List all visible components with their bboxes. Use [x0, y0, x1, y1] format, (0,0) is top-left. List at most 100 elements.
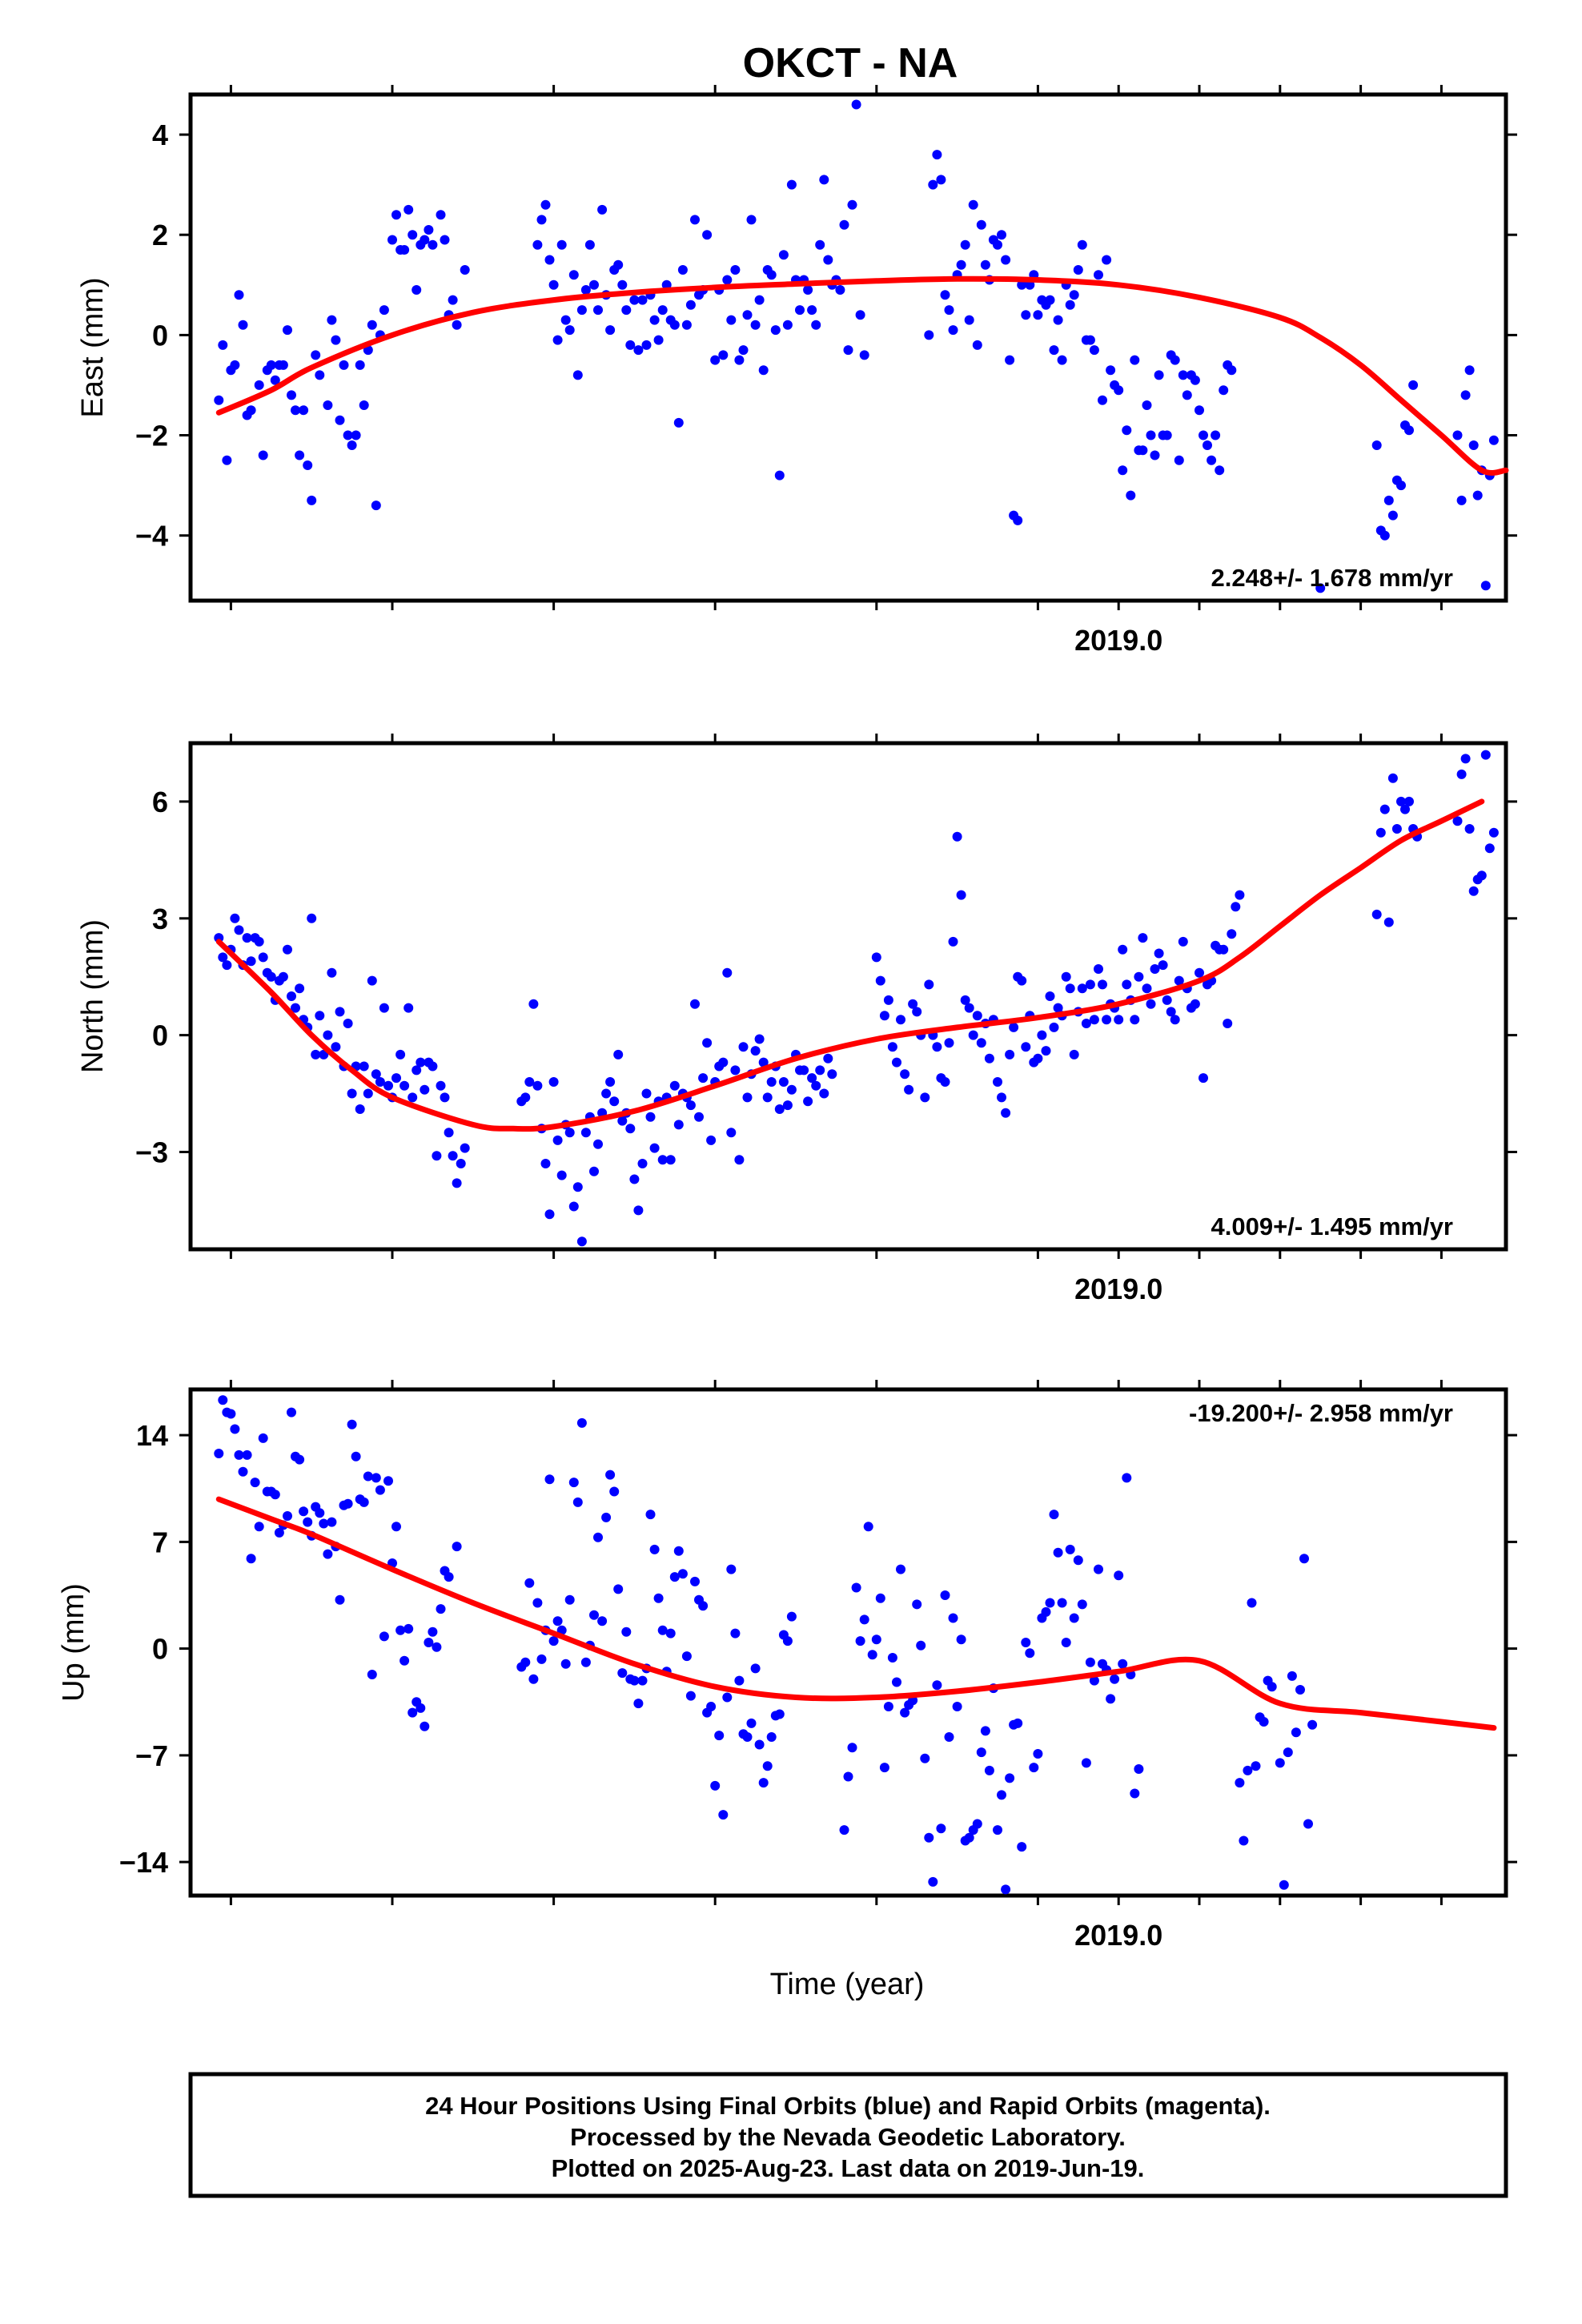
data-point-north-105 [690, 999, 700, 1009]
data-point-north-41 [379, 1003, 389, 1013]
data-point-north-40 [375, 1077, 385, 1087]
data-point-north-234 [1383, 917, 1394, 927]
data-point-north-142 [879, 1011, 889, 1021]
data-point-up-189 [1089, 1675, 1099, 1686]
data-point-north-72 [556, 1170, 567, 1180]
data-point-north-237 [1396, 796, 1406, 806]
data-point-up-108 [714, 1731, 725, 1741]
data-point-east-4 [230, 360, 240, 370]
footer-frame [188, 2072, 1508, 2198]
data-point-east-83 [637, 295, 648, 305]
data-point-east-173 [1065, 300, 1075, 310]
data-point-east-170 [1053, 315, 1063, 325]
ticks-north [179, 734, 1517, 1259]
data-point-east-136 [855, 310, 865, 320]
data-point-up-38 [367, 1670, 377, 1679]
data-point-north-233 [1379, 804, 1390, 814]
data-point-east-69 [580, 285, 591, 295]
data-point-north-163 [964, 1003, 974, 1013]
data-point-east-65 [564, 325, 575, 336]
data-point-north-81 [593, 1139, 603, 1149]
data-point-east-95 [685, 300, 696, 310]
data-point-up-53 [428, 1626, 438, 1637]
data-point-north-165 [972, 1011, 982, 1021]
data-point-east-223 [1404, 425, 1414, 436]
data-point-east-91 [669, 320, 680, 330]
data-point-east-146 [956, 259, 966, 270]
data-point-east-178 [1085, 335, 1095, 345]
data-point-north-38 [367, 975, 377, 986]
y-tick-label-up-3: 7 [152, 1526, 168, 1558]
data-point-up-81 [605, 1470, 616, 1480]
y-tick-labels-north: −3 0 3 6 [135, 786, 168, 1169]
data-point-up-187 [1081, 1758, 1091, 1768]
data-point-north-108 [702, 1038, 713, 1048]
data-point-east-78 [617, 279, 628, 290]
data-point-up-130 [851, 1582, 861, 1593]
data-point-east-24 [315, 370, 325, 380]
data-point-north-54 [432, 1151, 442, 1161]
data-point-north-183 [1045, 991, 1055, 1001]
data-point-up-171 [1017, 1842, 1027, 1852]
data-point-east-94 [681, 320, 692, 330]
data-point-up-197 [1122, 1473, 1132, 1483]
data-point-east-126 [815, 239, 825, 250]
data-point-north-69 [544, 1209, 555, 1220]
trend-line-up [215, 1496, 1497, 1731]
data-point-north-205 [1134, 971, 1144, 982]
data-point-up-48 [408, 1707, 418, 1718]
data-point-up-14 [270, 1490, 280, 1500]
y-tick-label-north-2: 3 [152, 903, 168, 935]
data-point-up-102 [690, 1576, 700, 1586]
data-point-north-47 [404, 1003, 414, 1013]
data-point-up-138 [883, 1702, 893, 1711]
data-point-north-84 [605, 1077, 616, 1087]
data-point-north-210 [1154, 948, 1164, 959]
data-point-east-70 [584, 239, 595, 250]
data-point-up-45 [396, 1625, 406, 1635]
data-point-north-4 [230, 913, 240, 923]
data-point-up-174 [1029, 1763, 1039, 1773]
data-point-east-186 [1118, 465, 1128, 476]
data-point-north-28 [327, 967, 337, 978]
data-point-east-115 [770, 325, 781, 336]
data-point-north-228 [1227, 929, 1237, 939]
data-point-north-44 [391, 1073, 401, 1084]
data-point-north-53 [428, 1061, 438, 1072]
data-point-up-55 [436, 1604, 446, 1614]
data-point-north-162 [960, 995, 970, 1005]
data-point-north-116 [734, 1155, 745, 1165]
data-point-north-2 [222, 960, 232, 971]
data-point-north-204 [1130, 1015, 1140, 1025]
data-points-east [214, 99, 1499, 593]
data-point-up-179 [1049, 1510, 1059, 1520]
data-point-up-3 [226, 1409, 236, 1419]
data-point-up-50 [416, 1703, 426, 1713]
y-tick-label-up-4: 14 [136, 1419, 168, 1452]
y-axis-label-up: Up (mm) [57, 1583, 90, 1702]
data-point-north-145 [892, 1057, 901, 1068]
data-point-up-129 [847, 1743, 857, 1753]
plot-frame-up [188, 1387, 1508, 1898]
data-point-up-156 [956, 1634, 966, 1645]
data-point-up-42 [383, 1476, 393, 1486]
data-point-up-21 [299, 1506, 309, 1517]
data-point-east-34 [359, 400, 369, 410]
data-point-up-10 [254, 1522, 264, 1532]
data-point-north-143 [883, 995, 893, 1005]
data-point-east-68 [576, 305, 587, 316]
data-point-north-32 [343, 1019, 353, 1028]
data-point-east-191 [1138, 445, 1148, 456]
data-point-east-168 [1045, 295, 1055, 305]
data-point-north-36 [359, 1061, 369, 1072]
data-point-east-0 [214, 395, 224, 405]
data-point-east-225 [1452, 430, 1463, 440]
data-point-north-208 [1146, 999, 1156, 1009]
data-point-up-216 [1299, 1554, 1309, 1564]
data-point-up-104 [698, 1601, 709, 1611]
ticks-east [179, 85, 1517, 610]
data-point-east-213 [1227, 365, 1237, 376]
data-point-up-190 [1094, 1564, 1103, 1574]
data-point-up-145 [912, 1599, 922, 1610]
data-point-north-99 [665, 1155, 676, 1165]
